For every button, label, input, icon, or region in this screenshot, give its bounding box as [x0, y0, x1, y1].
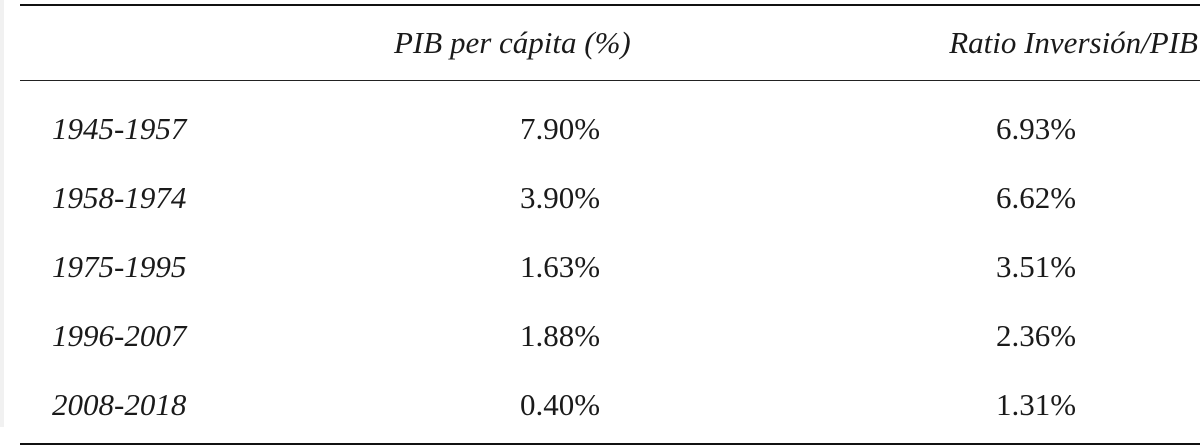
row-period: 1945-1957 — [52, 110, 187, 146]
page-edge — [0, 0, 4, 427]
table-header-rule — [20, 80, 1200, 81]
row-ratio: 6.62% — [995, 179, 1077, 215]
row-pib: 0.40% — [519, 386, 601, 422]
table-header-row: PIB per cápita (%) Ratio Inversión/PIB — [20, 6, 1200, 80]
row-ratio: 1.31% — [995, 386, 1077, 422]
row-ratio: 6.93% — [995, 110, 1077, 146]
data-table: PIB per cápita (%) Ratio Inversión/PIB 1… — [20, 4, 1200, 445]
header-investment-ratio: Ratio Inversión/PIB — [949, 25, 1198, 60]
row-period: 2008-2018 — [52, 386, 187, 422]
table-body: 1945-1957 7.90% 6.93% 1958-1974 3.90% 6.… — [20, 81, 1200, 443]
row-pib: 3.90% — [519, 179, 601, 215]
table-row: 1958-1974 3.90% 6.62% — [20, 163, 1200, 232]
table-row: 1945-1957 7.90% 6.93% — [20, 94, 1200, 163]
row-ratio: 3.51% — [995, 248, 1077, 284]
table-top-rule — [20, 4, 1200, 6]
table-row: 1996-2007 1.88% 2.36% — [20, 301, 1200, 370]
row-ratio: 2.36% — [995, 317, 1077, 353]
row-pib: 1.88% — [519, 317, 601, 353]
row-period: 1975-1995 — [52, 248, 187, 284]
table-row: 1975-1995 1.63% 3.51% — [20, 232, 1200, 301]
header-pib-per-capita: PIB per cápita (%) — [394, 25, 631, 60]
row-pib: 1.63% — [519, 248, 601, 284]
row-pib: 7.90% — [519, 110, 601, 146]
row-period: 1958-1974 — [52, 179, 187, 215]
table-row: 2008-2018 0.40% 1.31% — [20, 370, 1200, 439]
row-period: 1996-2007 — [52, 317, 187, 353]
